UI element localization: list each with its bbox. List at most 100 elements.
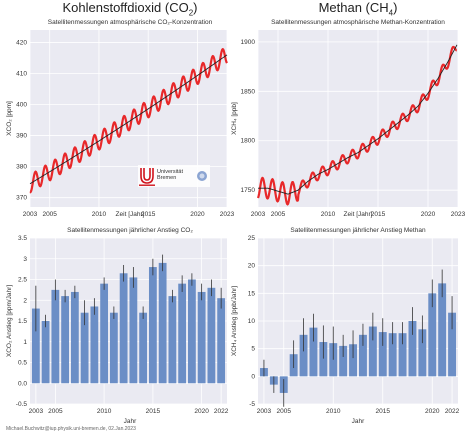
co2-growth-bar [207,287,216,384]
ch4-concentration-title: Satellitenmessungen atmosphärische Metha… [271,19,445,26]
co2-growth-ytick-label: 1 [23,339,27,346]
ch4-growth-ylabel: XCH₄ Anstieg [ppb/Jahr] [231,286,238,356]
co2-main-title-close: ) [193,0,198,15]
co2-growth-bar [168,296,177,384]
co2-concentration-xtick-label: 2003 [23,211,38,218]
ch4-main-title-sub: 4 [388,8,394,18]
ch4-growth-ytick-label: 10 [248,318,256,325]
co2-concentration-ytick-label: 380 [16,164,27,171]
co2-concentration-xtick-label: 2020 [190,211,205,218]
ch4-growth-bar [319,342,328,377]
ch4-concentration-xtick-label: 2010 [321,211,336,218]
co2-growth-bar [139,312,148,384]
co2-growth-xtick-label: 2003 [29,408,44,415]
co2-growth-bar [90,306,99,384]
ch4-growth-bar [448,312,457,377]
ch4-growth-ytick-label: 0 [251,373,255,380]
co2-growth-bar [70,291,79,384]
ch4-growth-ytick-label: 5 [251,346,255,353]
co2-concentration-trend-line [29,54,228,185]
ch4-concentration-xtick-label: 2023 [451,211,466,218]
ch4-concentration-xtick-label: 2005 [271,211,286,218]
ch4-concentration-ytick-label: 1750 [241,187,256,194]
ch4-growth-bar [349,344,358,377]
ch4-growth-ytick-label: 20 [248,263,256,270]
ch4-growth-ytick-label: -5 [249,401,255,408]
co2-concentration-xlabel: Zeit [Jahr] [116,211,145,218]
co2-growth-bar [187,279,196,384]
co2-growth-bar [129,277,138,384]
co2-growth-ytick-label: -0.5 [16,401,28,408]
ch4-concentration-trend-line [258,44,458,195]
co2-concentration-xtick-label: 2010 [92,211,107,218]
ch4-growth-bar [418,329,427,377]
co2-concentration-ytick-label: 400 [16,102,27,109]
ch4-growth-chart [258,237,458,407]
co2-growth-ytick-label: 2.5 [18,277,27,284]
co2-growth-ytick-label: 3.5 [18,235,27,242]
logo-text-line1: Universität [157,169,183,175]
co2-growth-bar [158,262,167,384]
co2-concentration-chart [29,30,228,207]
co2-growth-bar [31,308,40,384]
ch4-concentration-plot-area [258,30,458,207]
ch4-concentration-xtick-label: 2015 [371,211,386,218]
ch4-growth-xtick-label: 2010 [326,408,341,415]
co2-growth-ytick-label: 2 [23,297,27,304]
ch4-growth-title: Satellitenmessungen jährlicher Anstieg M… [290,227,426,234]
logo-text-line2: Bremen [157,175,176,181]
ch4-concentration-chart [256,30,459,207]
co2-main-title: Kohlenstoffdioxid (CO2) [30,0,230,18]
ch4-growth-bar [388,333,397,377]
ch4-growth-xtick-label: 2005 [277,408,292,415]
ch4-growth-bar [358,334,367,377]
co2-growth-ytick-label: 0.0 [18,380,27,387]
ch4-concentration-xlabel: Zeit [Jahr] [344,211,373,218]
co2-growth-bar [217,298,226,384]
co2-concentration-ytick-label: 370 [16,195,27,202]
co2-growth-xtick-label: 2010 [97,408,112,415]
co2-concentration-seasonal-line [29,47,228,194]
ch4-main-title-close: ) [393,0,398,15]
co2-concentration-ylabel: XCO₂ [ppm] [6,101,13,136]
credit-text: Michael.Buchwitz@iup.physik.uni-bremen.d… [6,426,136,432]
ch4-main-title-text: Methan (CH [318,0,389,15]
ch4-growth-xtick-label: 2022 [445,408,460,415]
co2-growth-chart [30,237,227,405]
co2-growth-bar [41,321,50,384]
ch4-concentration-xtick-label: 2020 [421,211,436,218]
co2-growth-title: Satellitenmessungen jährlicher Anstieg C… [67,227,193,234]
ch4-concentration-ylabel: XCH₄ [ppb] [231,102,238,135]
ch4-concentration-seasonal-line [256,45,458,206]
ch4-growth-bar [378,332,387,377]
co2-growth-ylabel: XCO₂ Anstieg [ppm/Jahr] [6,285,13,357]
ch4-concentration-ytick-label: 1900 [241,39,256,46]
co2-growth-bar [148,267,157,384]
co2-growth-bar [109,312,118,384]
co2-growth-bar [80,312,89,384]
co2-main-title-sub: 2 [188,8,194,18]
co2-growth-bar [197,291,206,384]
ch4-growth-bar [408,321,417,377]
co2-growth-xtick-label: 2015 [146,408,161,415]
co2-concentration-xtick-label: 2023 [220,211,235,218]
ch4-growth-ytick-label: 15 [248,290,256,297]
co2-growth-bar [51,289,60,384]
co2-growth-xtick-label: 2005 [48,408,63,415]
co2-concentration-xtick-label: 2005 [42,211,57,218]
ch4-concentration-ytick-label: 1800 [241,138,256,145]
ch4-growth-bar [339,345,348,377]
ch4-growth-xtick-label: 2015 [376,408,391,415]
ch4-growth-bar [438,283,447,377]
co2-concentration-ytick-label: 390 [16,133,27,140]
ch4-growth-bar [309,327,318,377]
ch4-growth-bar [368,326,377,377]
co2-growth-xlabel: Jahr [124,418,137,425]
co2-concentration-xtick-label: 2015 [141,211,156,218]
co2-main-title-text: Kohlenstoffdioxid (CO [62,0,189,15]
co2-growth-xtick-label: 2022 [214,408,229,415]
co2-growth-bar [119,273,128,384]
co2-growth-bar [178,283,187,384]
ch4-concentration-ytick-label: 1850 [241,88,256,95]
